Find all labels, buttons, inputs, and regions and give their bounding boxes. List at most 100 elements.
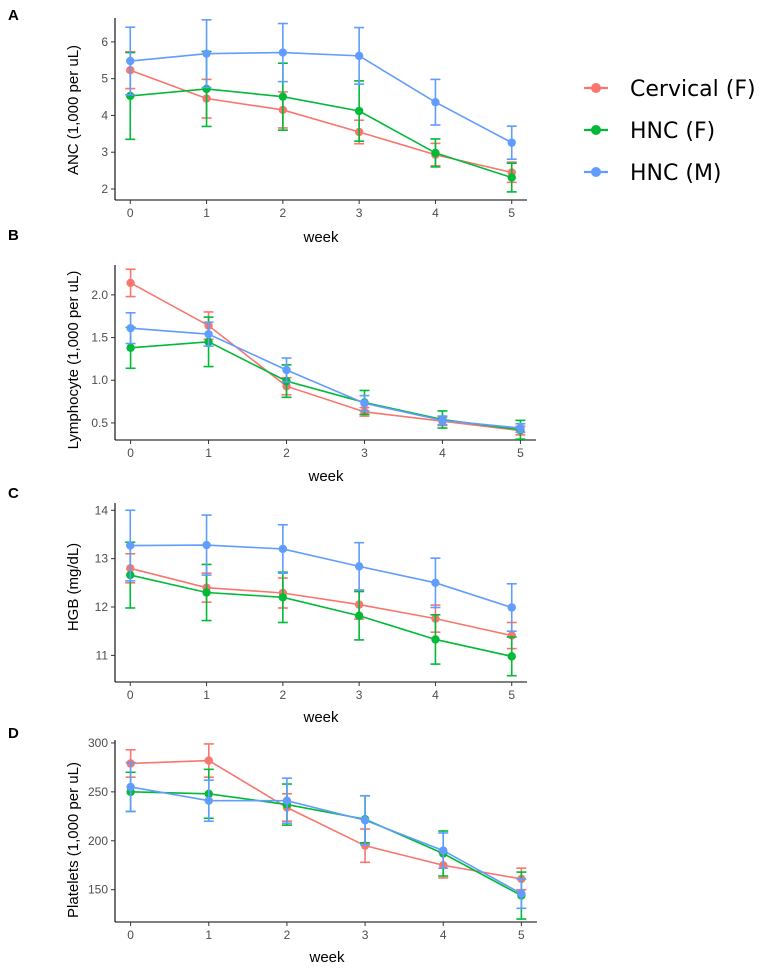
legend-entry-hnc-f: HNC (F)	[584, 119, 715, 144]
data-point	[438, 416, 447, 425]
series-line	[130, 786, 522, 895]
data-point	[278, 48, 288, 57]
series-line	[130, 88, 512, 179]
y-tick-label: 13	[95, 552, 109, 566]
series-line	[130, 567, 512, 637]
data-point	[431, 148, 440, 158]
x-tick-label: 3	[356, 688, 363, 702]
legend-key-point	[591, 83, 601, 93]
x-tick-label: 2	[280, 206, 287, 220]
x-tick-label: 0	[127, 446, 134, 460]
legend-entry-cervical-f: Cervical (F)	[584, 77, 756, 102]
y-axis-title: Platelets (1,000 per uL)	[65, 762, 82, 918]
y-tick-label: 6	[101, 35, 108, 49]
y-tick-label: 300	[88, 736, 108, 750]
y-axis-title: ANC (1,000 per uL)	[65, 45, 82, 175]
data-point	[354, 562, 364, 571]
x-tick-label: 5	[508, 688, 515, 702]
x-tick-label: 1	[203, 206, 210, 220]
y-tick-label: 4	[101, 108, 108, 122]
x-axis-title: week	[302, 229, 339, 246]
data-point	[278, 92, 288, 101]
data-point	[354, 106, 364, 116]
data-point	[431, 97, 440, 107]
data-point	[507, 138, 516, 147]
y-tick-label: 1.0	[91, 373, 108, 387]
data-point	[354, 51, 364, 61]
x-tick-label: 5	[518, 928, 525, 942]
series-line	[130, 791, 522, 897]
data-point	[126, 91, 135, 101]
data-point	[126, 278, 135, 288]
legend-label: HNC (F)	[630, 119, 715, 144]
series-hnc-m	[125, 509, 517, 633]
x-tick-label: 2	[284, 928, 291, 942]
data-point	[354, 611, 364, 620]
data-point	[507, 603, 516, 612]
x-tick-label: 0	[127, 928, 134, 942]
series-hnc-f	[125, 316, 526, 440]
panel-label-c: C	[8, 485, 19, 502]
x-tick-label: 2	[280, 688, 287, 702]
y-tick-label: 0.5	[91, 416, 108, 430]
data-point	[126, 541, 135, 550]
x-tick-label: 5	[508, 206, 515, 220]
x-tick-label: 4	[440, 928, 447, 942]
y-tick-label: 150	[88, 883, 108, 897]
y-tick-label: 3	[101, 145, 108, 159]
series-cervical-f	[125, 51, 517, 184]
series-hnc-m	[125, 19, 517, 160]
data-point	[204, 329, 213, 339]
y-axis-title: HGB (mg/dL)	[65, 543, 82, 631]
x-tick-label: 0	[127, 688, 134, 702]
data-point	[431, 578, 440, 588]
data-point	[431, 635, 440, 644]
x-tick-label: 4	[432, 688, 439, 702]
y-tick-label: 5	[101, 72, 108, 86]
data-point	[278, 593, 288, 602]
x-tick-label: 4	[439, 446, 446, 460]
x-tick-label: 3	[362, 928, 369, 942]
data-point	[507, 173, 516, 182]
panel-d-platelets: Platelets (1,000 per uL) week 1502002503…	[65, 736, 537, 966]
legend: Cervical (F) HNC (F) HNC (M)	[584, 77, 756, 186]
legend-entry-hnc-m: HNC (M)	[584, 161, 722, 186]
data-point	[507, 652, 516, 661]
data-point	[360, 399, 369, 408]
x-tick-label: 5	[517, 446, 524, 460]
x-tick-label: 1	[205, 928, 212, 942]
series-cervical-f	[125, 743, 527, 891]
series-line	[130, 544, 512, 609]
series-line	[130, 51, 513, 144]
series-cervical-f	[125, 268, 526, 436]
data-point	[202, 588, 211, 597]
series-hnc-f	[125, 541, 517, 677]
y-tick-label: 250	[88, 785, 108, 799]
x-tick-label: 2	[283, 446, 290, 460]
data-point	[282, 365, 291, 375]
data-point	[360, 816, 370, 825]
x-axis-title: week	[307, 468, 344, 485]
data-point	[204, 756, 213, 765]
y-tick-label: 14	[95, 503, 109, 517]
x-tick-label: 1	[205, 446, 212, 460]
data-point	[202, 49, 211, 58]
data-point	[517, 889, 526, 898]
data-point	[360, 841, 370, 850]
y-tick-label: 11	[96, 648, 109, 662]
y-tick-label: 2.0	[91, 288, 108, 302]
legend-key-point	[591, 167, 601, 177]
data-point	[126, 343, 135, 353]
panel-a-anc: ANC (1,000 per uL) week 2 3 4 5 6 0 1 2 3 4 5	[65, 18, 527, 246]
data-point	[282, 796, 292, 805]
x-axis-title: week	[302, 709, 339, 726]
series-hnc-m	[125, 312, 526, 434]
data-point	[439, 846, 448, 855]
series-hnc-f	[125, 768, 527, 920]
data-point	[278, 544, 288, 554]
x-tick-label: 0	[127, 206, 134, 220]
data-point	[202, 540, 211, 550]
panel-label-a: A	[8, 7, 19, 24]
